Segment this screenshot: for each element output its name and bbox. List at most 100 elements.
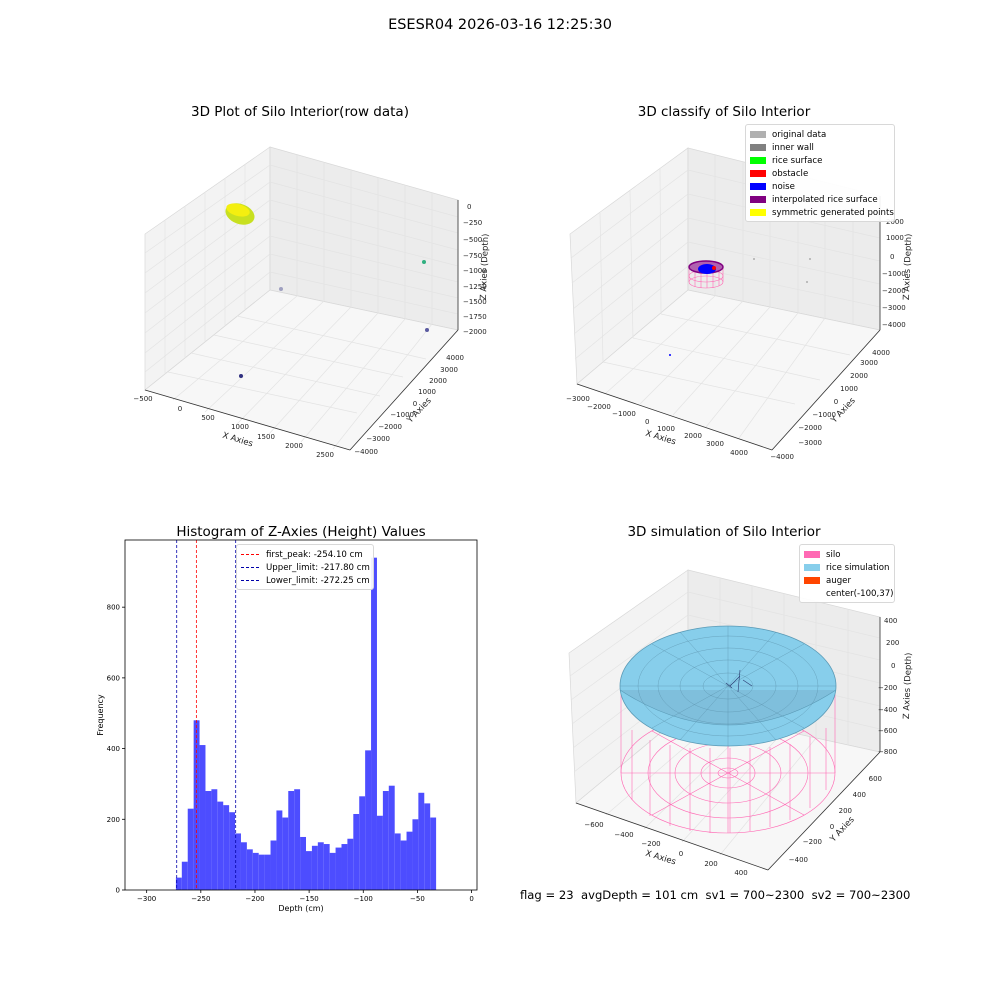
tick-label: −2000	[798, 424, 822, 432]
histogram-bar	[235, 833, 241, 890]
panel1-points	[225, 203, 429, 378]
tick-label: 500	[201, 414, 214, 422]
y-axis-label: Y Axies	[829, 396, 858, 426]
y-tick-label: 400	[107, 745, 120, 753]
histogram-bar	[418, 792, 425, 890]
tick-label: −3000	[366, 435, 390, 443]
tick-label: 1000	[886, 234, 904, 242]
outlier-point	[279, 287, 283, 291]
tick-label: −200	[803, 838, 822, 846]
panel4-legend: silo rice simulation auger center(-100,3…	[799, 544, 895, 603]
histogram-bar	[217, 801, 224, 890]
histogram-legend: first_peak: -254.10 cm Upper_limit: -217…	[236, 544, 374, 590]
tick-label: 0	[834, 398, 838, 406]
histogram-bar	[365, 750, 372, 890]
y-tick-label: 0	[116, 887, 120, 895]
histogram-reference-lines	[176, 540, 237, 890]
tick-label: 0	[830, 823, 834, 831]
histogram-bar	[406, 831, 413, 890]
tick-label: 0	[679, 850, 683, 858]
tick-label: −2000	[882, 287, 906, 295]
panel2-title: 3D classify of Silo Interior	[637, 104, 811, 120]
panel2-cylinder	[688, 266, 724, 289]
noise-points	[698, 264, 716, 274]
legend-item: center(-100,37)	[826, 588, 894, 599]
histogram-bar	[347, 838, 354, 890]
x-axis-label: X Axies	[644, 429, 677, 448]
x-axis-ticks: −300 −250 −200 −150 −100 −50 0	[137, 890, 474, 903]
tick-label: 2000	[429, 377, 447, 385]
histogram-bar	[276, 810, 283, 890]
tick-label: −3000	[798, 439, 822, 447]
tick-label: 0	[645, 418, 649, 426]
histogram-bar	[317, 842, 324, 890]
histogram-bar	[353, 813, 360, 890]
y-axis-ticks: 0 200 400 600 800	[107, 604, 125, 895]
z-axis-label: Z Axies (Depth)	[902, 233, 914, 300]
tick-label: 0	[890, 253, 894, 261]
tick-label: 0	[178, 405, 182, 413]
histogram-bar	[311, 845, 318, 890]
tick-label: 200	[886, 639, 899, 647]
histogram-bar	[288, 791, 295, 890]
x-tick-label: −150	[300, 895, 319, 903]
tick-label: 2000	[684, 432, 702, 440]
legend-item: rice surface	[750, 154, 890, 167]
tick-label: −4000	[882, 321, 906, 329]
tick-label: 1500	[257, 433, 275, 441]
legend-item: original data	[750, 128, 890, 141]
tick-label: 200	[839, 807, 852, 815]
x-tick-label: −250	[191, 895, 210, 903]
tick-label: −600	[878, 727, 897, 735]
histogram-bar	[282, 817, 289, 890]
tick-label: 4000	[872, 349, 890, 357]
legend-item: rice simulation	[804, 561, 890, 574]
outlier-point	[425, 328, 429, 332]
x-axis-label: X Axies	[221, 431, 254, 450]
status-line: flag = 23 avgDepth = 101 cm sv1 = 700~23…	[520, 888, 911, 902]
x-tick-label: −300	[137, 895, 156, 903]
tick-label: −1750	[463, 313, 487, 321]
tick-label: −1000	[390, 411, 414, 419]
tick-label: 1000	[840, 385, 858, 393]
tick-label: −3000	[882, 304, 906, 312]
tick-label: 4000	[446, 354, 464, 362]
tick-label: −3000	[566, 395, 590, 403]
histogram-bar	[329, 852, 336, 890]
tick-label: −1000	[612, 410, 636, 418]
x-axis-label: Depth (cm)	[278, 904, 323, 913]
x-tick-label: −200	[245, 895, 264, 903]
histogram-bar	[300, 836, 307, 890]
tick-label: −400	[878, 706, 897, 714]
histogram-bar	[341, 844, 348, 890]
histogram-bar	[193, 720, 200, 890]
tick-label: −1500	[463, 298, 487, 306]
tick-label: −4000	[354, 448, 378, 456]
z-axis-label: Z Axies (Depth)	[479, 233, 491, 300]
tick-label: 0	[891, 662, 895, 670]
tick-label: −2000	[378, 423, 402, 431]
legend-item: Lower_limit: -272.25 cm	[241, 574, 370, 587]
histogram-bar	[382, 791, 389, 890]
histogram-bar	[187, 808, 194, 890]
histogram-bar	[306, 851, 312, 890]
outlier-point	[239, 374, 243, 378]
tick-label: −1250	[463, 283, 487, 291]
histogram-bar	[175, 877, 182, 890]
legend-item: obstacle	[750, 167, 890, 180]
tick-label: 1000	[657, 425, 675, 433]
y-tick-label: 200	[107, 816, 120, 824]
tick-label: 1000	[231, 423, 249, 431]
silo-wireframe	[620, 690, 836, 834]
tick-label: −500	[463, 236, 482, 244]
histogram-bar	[388, 785, 395, 890]
rice-surface	[619, 625, 837, 747]
legend-item: symmetric generated points	[750, 206, 894, 219]
legend-item: silo	[804, 548, 890, 561]
legend-item: interpolated rice surface	[750, 193, 890, 206]
tick-label: −2000	[463, 328, 487, 336]
histogram-bar	[264, 854, 271, 890]
tick-label: 3000	[440, 366, 458, 374]
tick-label: −4000	[770, 453, 794, 461]
tick-label: 1000	[418, 388, 436, 396]
